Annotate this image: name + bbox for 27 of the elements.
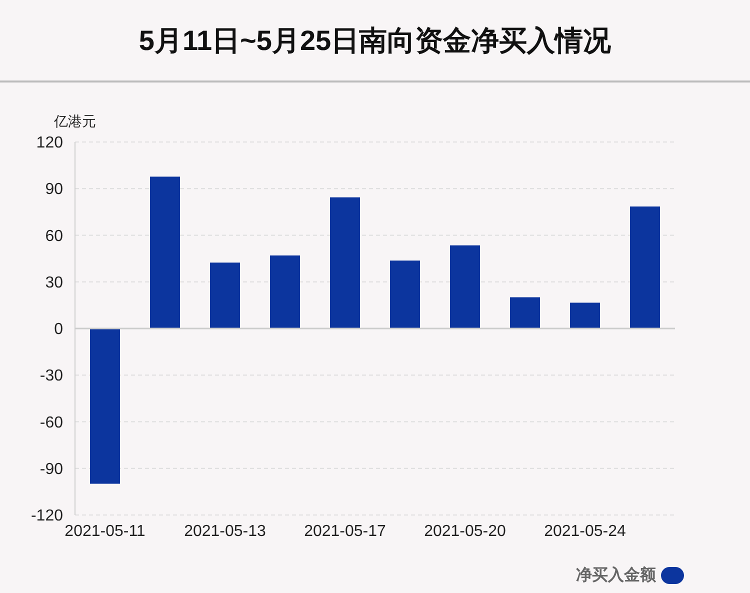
bar bbox=[330, 197, 360, 328]
bar bbox=[450, 245, 480, 328]
bar bbox=[210, 262, 240, 328]
bar bbox=[390, 260, 420, 328]
y-tick-label: 30 bbox=[45, 274, 64, 292]
bar bbox=[630, 206, 660, 328]
legend-label: 净买入金额 bbox=[576, 566, 657, 584]
y-tick-label: -120 bbox=[30, 508, 64, 525]
bar bbox=[510, 297, 540, 328]
y-tick-label: 60 bbox=[45, 228, 64, 245]
bar bbox=[270, 255, 300, 328]
y-tick-label: 90 bbox=[45, 181, 64, 198]
x-tick-label: 2021-05-20 bbox=[424, 523, 506, 540]
x-tick-label: 2021-05-13 bbox=[184, 523, 266, 540]
bar bbox=[150, 176, 180, 328]
y-tick-label: 120 bbox=[36, 134, 64, 152]
x-tick-label: 2021-05-24 bbox=[544, 523, 626, 540]
y-tick-label: -60 bbox=[40, 414, 64, 432]
y-tick-label: 0 bbox=[54, 321, 64, 338]
chart-title: 5月11日~5月25日南向资金净买入情况 bbox=[138, 25, 612, 56]
x-tick-label: 2021-05-11 bbox=[64, 523, 146, 540]
y-tick-label: -30 bbox=[40, 368, 64, 385]
x-tick-label: 2021-05-17 bbox=[304, 523, 386, 540]
bar bbox=[570, 302, 600, 328]
y-axis-title: 亿港元 bbox=[53, 113, 96, 129]
y-tick-label: -90 bbox=[40, 460, 64, 478]
bar bbox=[90, 328, 120, 484]
